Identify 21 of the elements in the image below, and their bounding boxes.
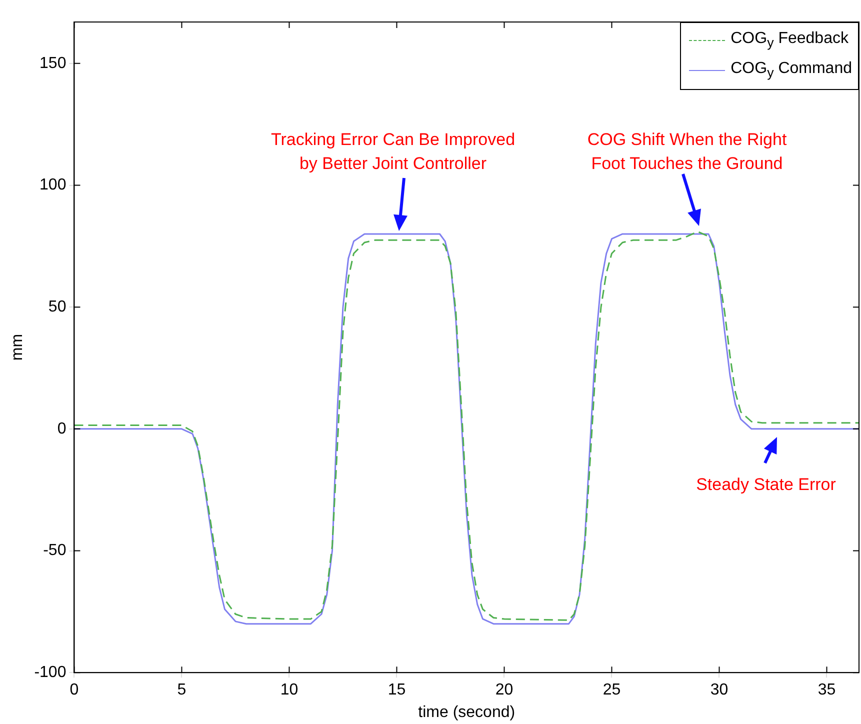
x-tick-label: 0 <box>70 682 79 699</box>
annotation: Steady State Error <box>695 474 837 496</box>
y-tick-label: -100 <box>34 664 66 682</box>
y-tick-label: 150 <box>40 54 66 72</box>
x-tick-label: 20 <box>495 682 514 699</box>
legend-label: COG$_{y}$ Feedback <box>730 30 848 50</box>
y-axis-title: mm <box>9 334 26 361</box>
y-tick-label: 100 <box>40 176 66 194</box>
x-tick-label: 5 <box>177 682 186 699</box>
y-tick-label: -50 <box>43 542 66 560</box>
x-tick-label: 15 <box>388 682 406 699</box>
x-axis-title: time (second) <box>418 704 516 721</box>
y-tick-label: 0 <box>57 420 66 438</box>
x-tick-label: 10 <box>280 682 298 699</box>
x-tick-label: 25 <box>602 682 621 699</box>
y-tick-label: 50 <box>48 298 66 316</box>
x-tick-label: 35 <box>818 682 836 699</box>
x-tick-label: 30 <box>710 682 728 699</box>
annotation: COG Shift When the Right Foot Touches the Ground <box>587 130 787 173</box>
legend-label: COG$_{y}$ Command <box>730 60 852 80</box>
annotation: Tracking Error Can Be Improved by Better Joint Controller <box>270 130 516 173</box>
